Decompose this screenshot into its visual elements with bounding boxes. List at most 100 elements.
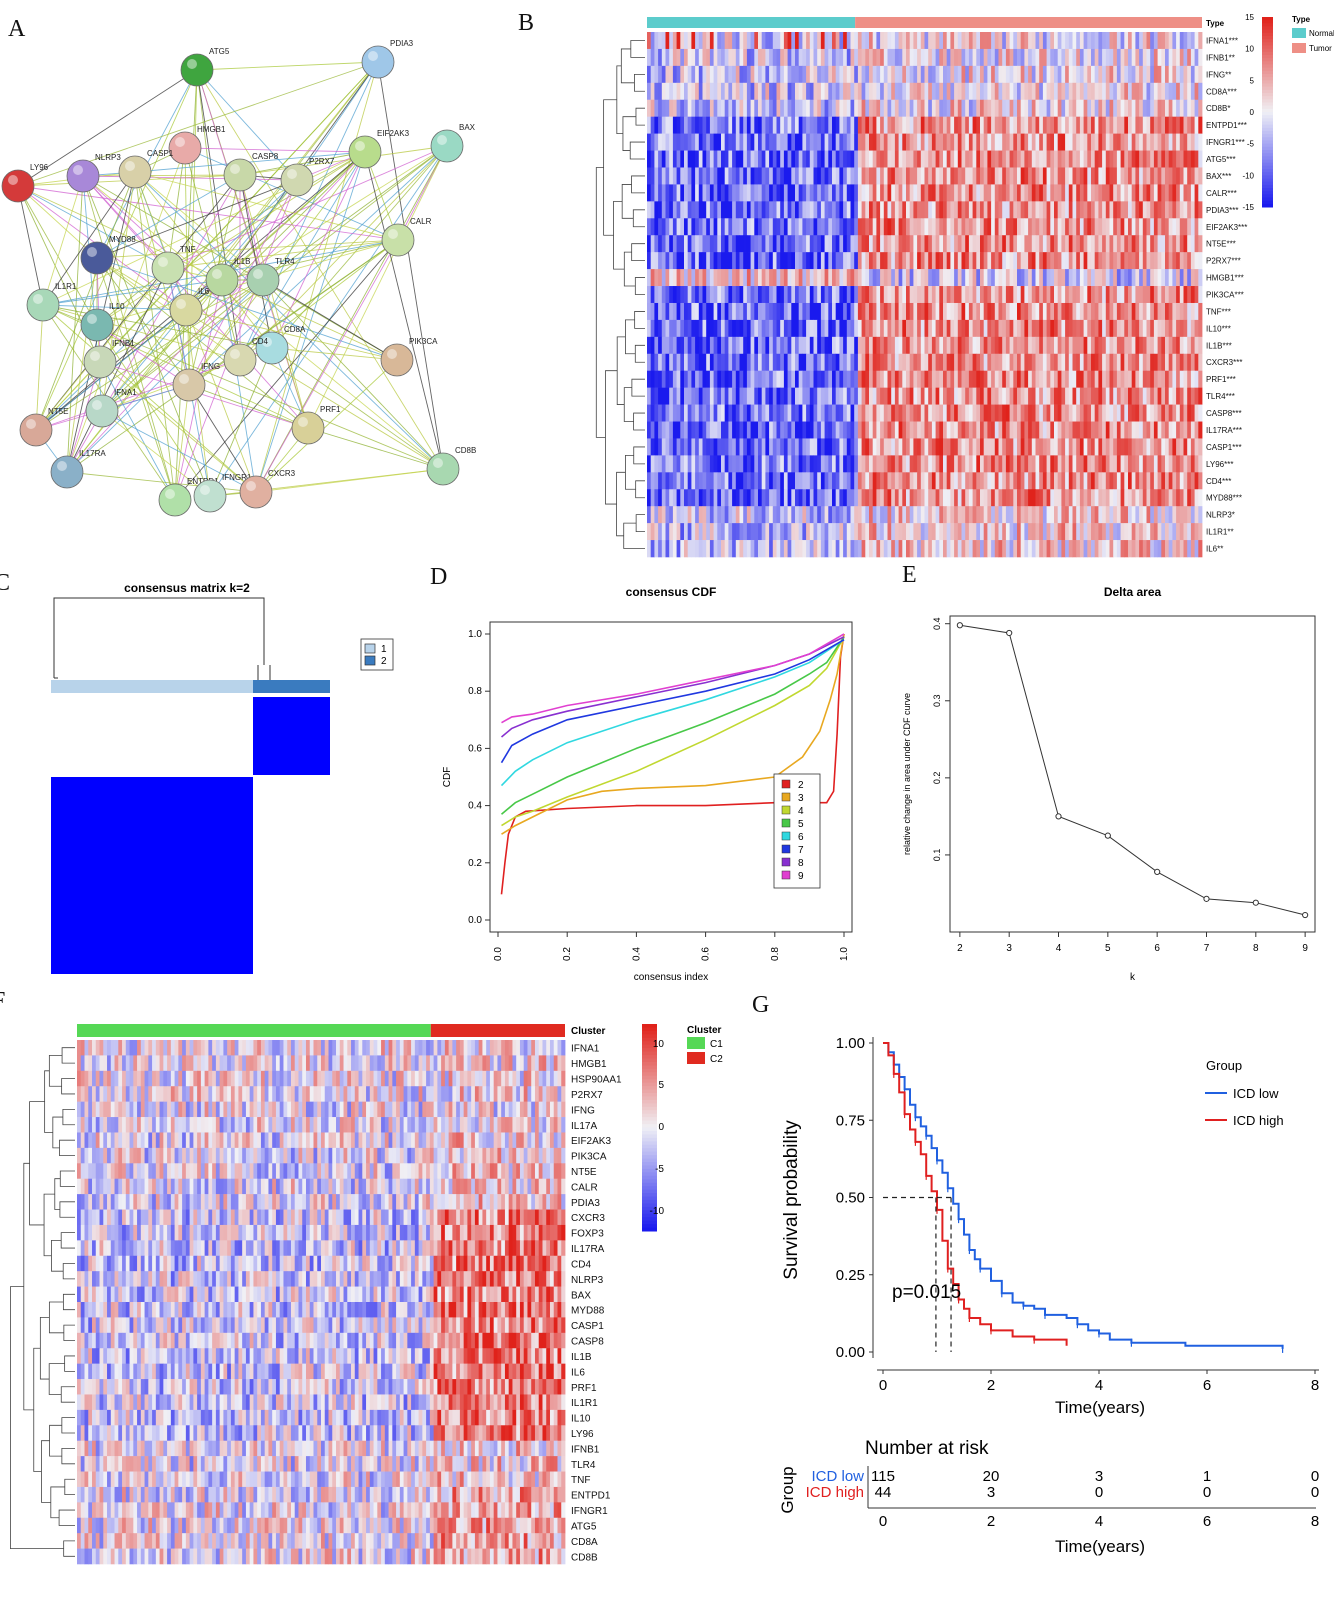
heat-cell: [672, 286, 677, 304]
heat-cell: [743, 489, 748, 507]
heat-cell: [906, 218, 911, 236]
heat-cell: [1076, 133, 1081, 151]
heat-cell: [1046, 404, 1051, 422]
heat-cell: [1176, 48, 1181, 67]
heat-cell: [772, 302, 777, 321]
heat-cell: [920, 150, 925, 168]
heat-cell: [702, 82, 707, 101]
heat-cell: [1120, 99, 1125, 117]
heat-cell: [1179, 336, 1184, 355]
heat-cell: [780, 201, 785, 219]
heat-cell: [1061, 540, 1066, 558]
heat-cell: [1013, 421, 1018, 439]
heat-cell: [1013, 235, 1018, 253]
heat-cell: [887, 404, 892, 422]
network-node-entpd1: [158, 483, 192, 517]
heat-cell: [650, 438, 655, 456]
heat-cell: [647, 184, 652, 202]
heat-cell: [1005, 116, 1010, 134]
heat-cell: [1150, 336, 1155, 355]
heat-cell: [1153, 133, 1158, 151]
heat-cell: [1109, 302, 1114, 321]
heat-cell: [1079, 319, 1084, 338]
heat-cell: [820, 235, 825, 253]
heat-cell: [1046, 99, 1051, 117]
heat-cell: [1061, 421, 1066, 439]
heat-cell: [743, 82, 748, 101]
heat-cell: [828, 506, 833, 524]
heat-cell: [843, 421, 848, 439]
heat-cell: [1005, 32, 1010, 50]
heat-cell: [1183, 99, 1188, 117]
heat-cell: [957, 82, 962, 101]
heat-cell: [1046, 421, 1051, 439]
heat-cell: [839, 99, 844, 117]
heat-cell: [994, 455, 999, 473]
network-node-label: MYD88: [109, 235, 136, 244]
heat-cell: [1031, 319, 1036, 338]
heat-cell: [1124, 286, 1129, 304]
heat-cell: [894, 404, 899, 422]
heat-cell: [713, 286, 718, 304]
heat-cell: [1076, 218, 1081, 236]
heat-cell: [1087, 235, 1092, 253]
heat-cell: [654, 506, 659, 524]
heat-cell: [1061, 523, 1066, 541]
heat-cell: [1128, 336, 1133, 355]
heat-cell: [957, 438, 962, 456]
heat-cell: [783, 472, 788, 490]
heat-cell: [957, 540, 962, 558]
heat-cell: [1098, 99, 1103, 117]
heat-cell: [828, 302, 833, 321]
heat-cell: [954, 540, 959, 558]
heat-cell: [1183, 404, 1188, 422]
heat-cell: [691, 48, 696, 67]
heat-cell: [769, 201, 774, 219]
heat-cell: [1039, 235, 1044, 253]
heat-cell: [713, 421, 718, 439]
heat-cell: [1031, 404, 1036, 422]
heat-cell: [1068, 116, 1073, 134]
heat-cell: [1087, 353, 1092, 372]
heat-cell: [968, 235, 973, 253]
heat-cell: [798, 218, 803, 236]
heat-cell: [1013, 116, 1018, 134]
heat-cell: [1094, 184, 1099, 202]
heat-cell: [809, 387, 814, 405]
heat-cell: [1009, 167, 1014, 185]
heat-cell: [891, 82, 896, 101]
heat-cell: [1039, 167, 1044, 185]
heat-cell: [1050, 218, 1055, 236]
heat-cell: [1009, 99, 1014, 117]
heat-cell: [798, 167, 803, 185]
heat-cell: [1068, 167, 1073, 185]
heat-cell: [676, 218, 681, 236]
heat-cell: [1098, 32, 1103, 50]
heat-cell: [935, 65, 940, 84]
heat-cell: [658, 99, 663, 117]
heat-cell: [798, 421, 803, 439]
heat-cell: [1179, 48, 1184, 67]
heat-cell: [1065, 506, 1070, 524]
heat-cell: [983, 32, 988, 50]
network-node-label: IFNG: [201, 362, 220, 371]
heat-cell: [928, 150, 933, 168]
heat-cell: [1042, 506, 1047, 524]
heat-cell: [1076, 286, 1081, 304]
heat-cell: [650, 269, 655, 287]
heat-cell: [854, 32, 859, 50]
heat-cell: [832, 252, 837, 270]
heat-cell: [724, 201, 729, 219]
heat-cell: [1161, 489, 1166, 507]
heat-cell: [987, 455, 992, 473]
heat-cell: [943, 540, 948, 558]
heat-cell: [1124, 506, 1129, 524]
heat-cell: [1050, 319, 1055, 338]
heat-cell: [961, 133, 966, 151]
heat-cell: [1050, 472, 1055, 490]
heat-cell: [846, 184, 851, 202]
heat-cell: [724, 184, 729, 202]
heat-cell: [968, 286, 973, 304]
heat-cell: [1161, 540, 1166, 558]
heat-cell: [1020, 387, 1025, 405]
